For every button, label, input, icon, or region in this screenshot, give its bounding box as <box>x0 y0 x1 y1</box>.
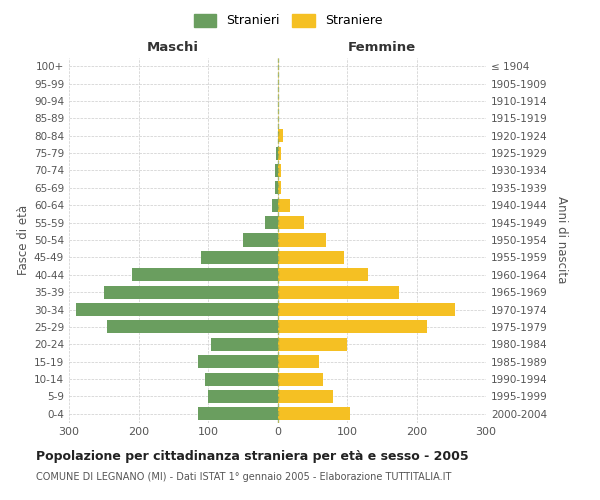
Bar <box>277 355 319 368</box>
Bar <box>277 216 304 229</box>
Bar <box>277 251 344 264</box>
Bar <box>277 338 347 351</box>
Bar <box>277 234 326 246</box>
Bar <box>76 303 277 316</box>
Legend: Stranieri, Straniere: Stranieri, Straniere <box>189 8 387 32</box>
Bar <box>197 355 277 368</box>
Bar <box>211 338 277 351</box>
Bar <box>277 182 281 194</box>
Bar <box>277 198 290 212</box>
Text: Maschi: Maschi <box>147 41 199 54</box>
Text: Popolazione per cittadinanza straniera per età e sesso - 2005: Popolazione per cittadinanza straniera p… <box>36 450 469 463</box>
Bar <box>243 234 277 246</box>
Bar <box>277 372 323 386</box>
Bar <box>276 146 277 160</box>
Bar <box>205 372 277 386</box>
Bar <box>208 390 277 403</box>
Bar <box>277 303 455 316</box>
Bar <box>277 164 281 177</box>
Y-axis label: Fasce di età: Fasce di età <box>17 205 30 275</box>
Bar <box>107 320 277 334</box>
Bar <box>277 146 281 160</box>
Text: Femmine: Femmine <box>347 41 416 54</box>
Bar <box>277 129 283 142</box>
Bar <box>275 182 277 194</box>
Bar <box>201 251 277 264</box>
Bar <box>104 286 277 298</box>
Bar <box>277 268 368 281</box>
Bar <box>131 268 277 281</box>
Bar <box>272 198 277 212</box>
Bar <box>277 408 350 420</box>
Bar <box>277 320 427 334</box>
Bar <box>277 390 333 403</box>
Text: COMUNE DI LEGNANO (MI) - Dati ISTAT 1° gennaio 2005 - Elaborazione TUTTITALIA.IT: COMUNE DI LEGNANO (MI) - Dati ISTAT 1° g… <box>36 472 451 482</box>
Bar <box>277 286 399 298</box>
Y-axis label: Anni di nascita: Anni di nascita <box>554 196 568 284</box>
Bar <box>275 164 277 177</box>
Bar <box>265 216 277 229</box>
Bar <box>197 408 277 420</box>
